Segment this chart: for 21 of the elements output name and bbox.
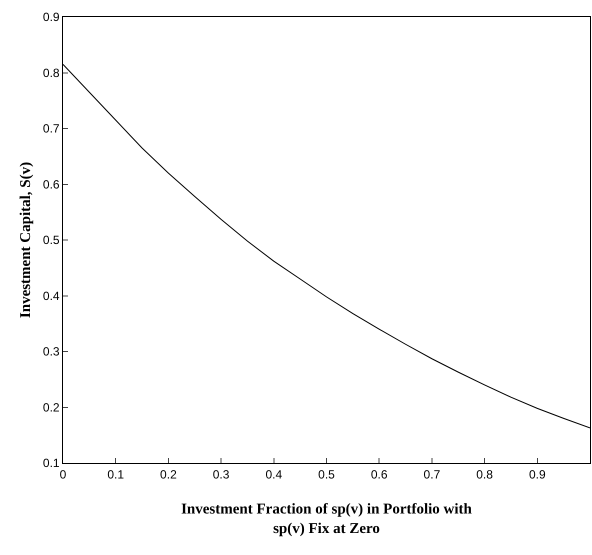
y-tick-label: 0.4 bbox=[42, 288, 60, 303]
x-tick-label: 0.6 bbox=[370, 467, 388, 482]
y-tick-label: 0.9 bbox=[42, 10, 60, 24]
x-tick-label: 0.8 bbox=[476, 467, 494, 482]
x-tick-label: 0.5 bbox=[318, 467, 336, 482]
y-axis-title: Investment Capital, S(v) bbox=[18, 162, 34, 318]
x-tick-label: 0.7 bbox=[424, 467, 441, 482]
x-tick-label: 0 bbox=[60, 467, 67, 482]
y-tick-label: 0.6 bbox=[42, 177, 60, 192]
y-tick-label: 0.2 bbox=[42, 400, 60, 414]
x-tick-label: 0.4 bbox=[265, 467, 282, 482]
y-tick-label: 0.1 bbox=[42, 456, 60, 470]
y-tick-label: 0.8 bbox=[42, 66, 60, 80]
x-axis-title: Investment Fraction of sp(v) in Portfolio with sp(v) Fix at Zero bbox=[181, 501, 473, 537]
y-tick-label: 0.5 bbox=[42, 233, 60, 248]
y-tick-label: 0.3 bbox=[42, 344, 60, 359]
x-tick-label: 0.3 bbox=[212, 467, 230, 482]
x-tick-label: 0.9 bbox=[528, 467, 546, 482]
x-tick-label: 0.2 bbox=[160, 467, 178, 482]
y-tick-label: 0.7 bbox=[42, 122, 60, 136]
x-tick-label: 0.1 bbox=[107, 467, 124, 482]
